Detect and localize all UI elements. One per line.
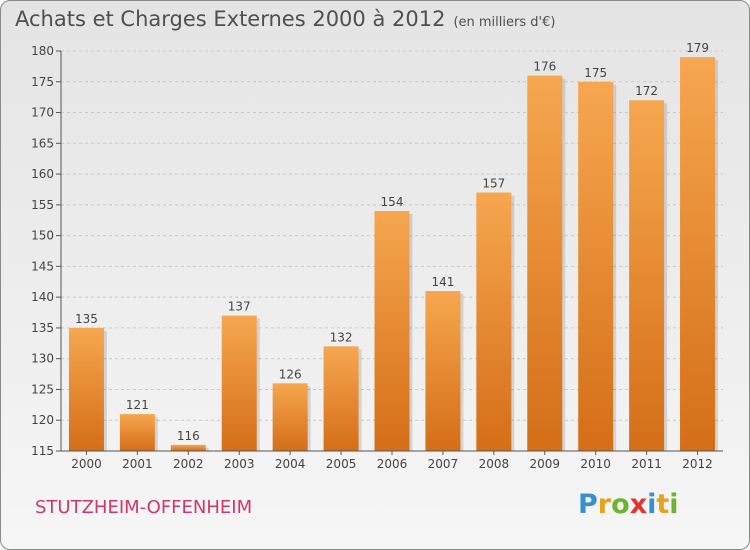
city-name: STUTZHEIM-OFFENHEIM bbox=[35, 497, 253, 518]
bar bbox=[527, 75, 563, 451]
bar bbox=[425, 291, 461, 451]
bar-value-label: 137 bbox=[228, 300, 251, 314]
bar bbox=[323, 346, 359, 451]
bar-value-label: 179 bbox=[686, 41, 709, 55]
x-tick-label: 2006 bbox=[377, 457, 408, 471]
y-tick-label: 150 bbox=[31, 229, 54, 243]
bar bbox=[68, 327, 104, 451]
y-tick-label: 135 bbox=[31, 321, 54, 335]
logo-letter: r bbox=[597, 489, 612, 520]
y-tick-label: 130 bbox=[31, 352, 54, 366]
bar-value-label: 175 bbox=[584, 66, 607, 80]
x-tick-label: 2007 bbox=[428, 457, 459, 471]
x-tick-label: 2009 bbox=[529, 457, 560, 471]
x-tick-label: 2001 bbox=[122, 457, 153, 471]
x-tick-label: 2005 bbox=[326, 457, 357, 471]
bar-value-label: 126 bbox=[279, 367, 302, 381]
bar-value-label: 121 bbox=[126, 398, 149, 412]
bar bbox=[578, 81, 614, 452]
logo-letter: o bbox=[611, 489, 630, 520]
bar-value-label: 157 bbox=[482, 177, 505, 191]
x-tick-label: 2012 bbox=[682, 457, 713, 471]
bar bbox=[170, 444, 206, 451]
bar bbox=[476, 192, 512, 452]
x-tick-label: 2000 bbox=[71, 457, 102, 471]
y-tick-label: 180 bbox=[31, 44, 54, 58]
y-tick-label: 175 bbox=[31, 75, 54, 89]
y-tick-label: 160 bbox=[31, 167, 54, 181]
x-tick-label: 2003 bbox=[224, 457, 255, 471]
proxiti-logo[interactable]: Proxiti bbox=[578, 489, 679, 520]
x-tick-label: 2008 bbox=[479, 457, 510, 471]
bar bbox=[119, 414, 155, 451]
chart-unit: (en milliers d'€) bbox=[453, 15, 556, 30]
y-tick-label: 145 bbox=[31, 259, 54, 273]
y-tick-label: 125 bbox=[31, 382, 54, 396]
bar-value-label: 172 bbox=[635, 84, 658, 98]
bar-value-label: 116 bbox=[177, 429, 200, 443]
y-tick-label: 155 bbox=[31, 198, 54, 212]
bar-value-label: 141 bbox=[431, 275, 454, 289]
x-tick-label: 2010 bbox=[580, 457, 611, 471]
bar-value-label: 132 bbox=[330, 330, 353, 344]
bar-value-label: 154 bbox=[381, 195, 404, 209]
x-tick-label: 2002 bbox=[173, 457, 204, 471]
bar bbox=[374, 211, 410, 451]
chart-title: Achats et Charges Externes 2000 à 2012 (e… bbox=[15, 7, 555, 31]
chart-title-text: Achats et Charges Externes 2000 à 2012 bbox=[15, 7, 446, 31]
bar bbox=[629, 100, 665, 451]
bar bbox=[221, 315, 257, 451]
y-tick-label: 140 bbox=[31, 290, 54, 304]
bar bbox=[272, 383, 308, 451]
y-tick-label: 115 bbox=[31, 444, 54, 458]
y-tick-label: 170 bbox=[31, 106, 54, 120]
logo-letter: i bbox=[647, 489, 657, 520]
x-tick-label: 2004 bbox=[275, 457, 306, 471]
x-tick-label: 2011 bbox=[631, 457, 662, 471]
logo-letter: P bbox=[578, 489, 598, 520]
logo-letter: i bbox=[669, 489, 679, 520]
logo-letter: x bbox=[629, 489, 648, 520]
logo-letter: t bbox=[656, 489, 670, 520]
y-tick-label: 120 bbox=[31, 413, 54, 427]
bar-value-label: 135 bbox=[75, 312, 98, 326]
bar-value-label: 176 bbox=[533, 60, 556, 74]
y-tick-label: 165 bbox=[31, 136, 54, 150]
bar bbox=[680, 57, 716, 452]
